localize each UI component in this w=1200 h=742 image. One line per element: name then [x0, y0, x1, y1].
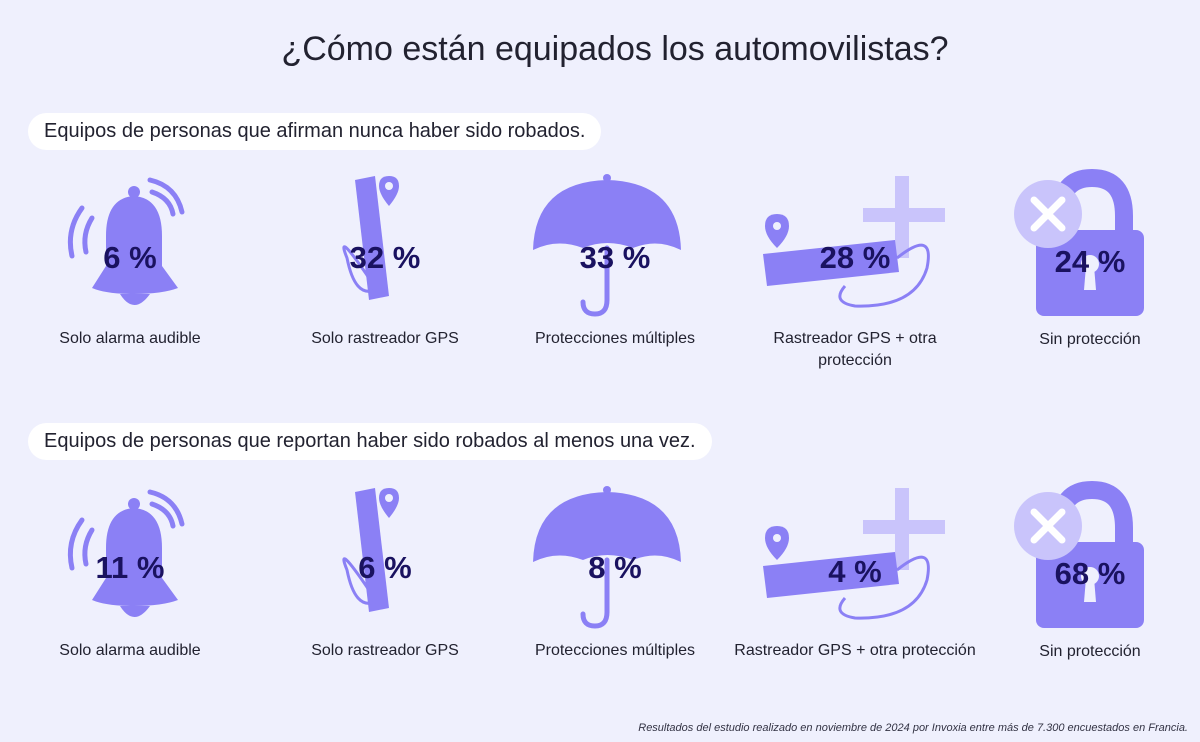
gps-tracker-icon	[265, 168, 505, 328]
stat-value: 4 %	[828, 554, 882, 589]
page-title: ¿Cómo están equipados los automovilistas…	[281, 30, 949, 68]
stat-label: Solo alarma audible	[59, 642, 201, 659]
padlock-x-icon	[970, 480, 1200, 640]
gps-tracker-icon	[265, 480, 505, 640]
bell-icon	[10, 168, 250, 328]
umbrella-icon	[495, 168, 735, 328]
stat-value: 28 %	[819, 240, 891, 275]
stat-value: 8 %	[588, 550, 642, 585]
stat-label: Protecciones múltiples	[534, 330, 696, 347]
stat-value: 6 %	[103, 240, 157, 275]
stat-label: Sin protección	[1039, 643, 1141, 660]
stat-value: 32 %	[349, 240, 421, 275]
stat-value: 24 %	[1054, 244, 1126, 279]
stat-label: Protecciones múltiples	[534, 642, 696, 659]
padlock-x-icon	[970, 168, 1200, 328]
stat-value: 68 %	[1054, 556, 1126, 591]
section-2-heading: Equipos de personas que reportan haber s…	[28, 423, 712, 460]
stat-label: Rastreador GPS + otra protección	[734, 642, 976, 659]
footnote: Resultados del estudio realizado en novi…	[638, 722, 1188, 734]
stat-value: 6 %	[358, 550, 412, 585]
stat-label: Solo rastreador GPS	[311, 330, 459, 347]
bell-icon	[10, 480, 250, 640]
stat-label: Solo rastreador GPS	[311, 642, 459, 659]
section-1-heading: Equipos de personas que afirman nunca ha…	[28, 113, 602, 150]
gps-plus-icon	[735, 168, 975, 328]
stat-value: 11 %	[95, 550, 165, 585]
stat-label: Sin protección	[1039, 331, 1141, 348]
gps-plus-icon	[735, 480, 975, 640]
stat-label: Rastreador GPS + otra protección	[773, 330, 937, 369]
umbrella-icon	[495, 480, 735, 640]
stat-label: Solo alarma audible	[59, 330, 201, 347]
stat-value: 33 %	[579, 240, 651, 275]
